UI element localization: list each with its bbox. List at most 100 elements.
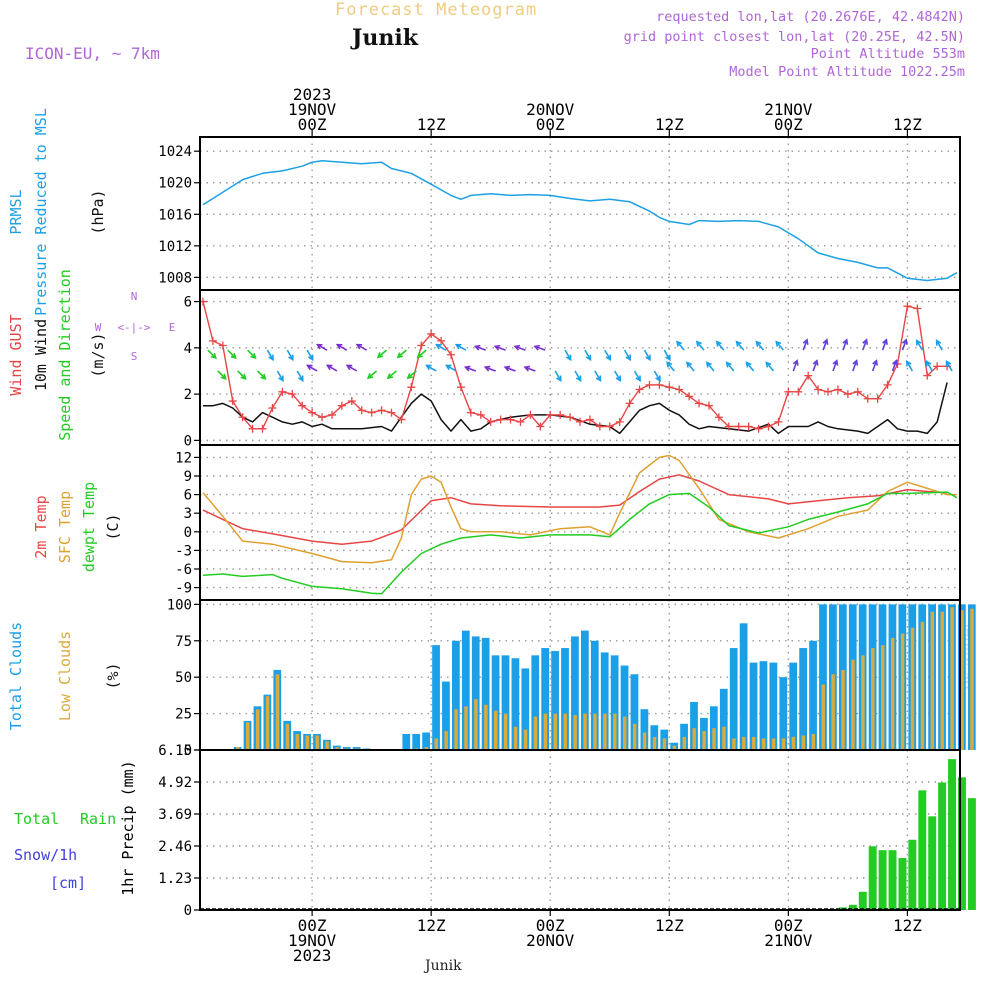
wind-direction-arrow-head <box>725 361 732 368</box>
total-clouds-bar <box>571 636 579 750</box>
temp-dewpt-line <box>202 491 958 595</box>
wind-direction-arrow-head <box>565 354 572 362</box>
wind-gust-marker <box>933 362 942 371</box>
wind-direction-arrow <box>306 349 314 361</box>
wind-direction-arrow-head <box>585 354 592 362</box>
wind-direction-arrow <box>326 364 338 372</box>
total-clouds-bar <box>690 701 698 750</box>
low-clouds-bar <box>801 735 806 750</box>
wind-direction-arrow <box>623 349 631 361</box>
bottom-time-label: 00Z <box>536 916 565 935</box>
low-clouds-bar <box>265 696 270 750</box>
wind-direction-arrow <box>812 360 818 372</box>
model-label: ICON-EU, ~ 7km <box>25 44 160 63</box>
wind-direction-arrow-head <box>735 340 742 347</box>
wind-direction-arrow-head <box>745 361 752 368</box>
low-clouds-bar <box>702 731 706 750</box>
total-clouds-bar <box>799 648 808 750</box>
bottom-time-label: 12Z <box>655 916 684 935</box>
wind-direction-arrow <box>534 345 546 351</box>
wind-gust-marker <box>645 380 654 389</box>
y-tick-label-clouds: 100 <box>167 597 192 613</box>
wind-gust-marker <box>833 385 842 394</box>
wind-direction-arrow-head <box>463 365 471 372</box>
wind-direction-arrow <box>696 341 705 351</box>
bottom-time-label: 2023 <box>293 946 332 965</box>
total-clouds-bar <box>779 677 788 750</box>
low-clouds-bar <box>791 736 796 750</box>
wind-direction-arrow-head <box>685 361 692 368</box>
wind-direction-arrow-head <box>792 359 799 366</box>
low-clouds-bar <box>503 713 508 750</box>
wind-gust-marker <box>853 387 862 396</box>
wind-gust-marker <box>506 415 515 424</box>
wind-gust-marker <box>883 380 892 389</box>
wind-gust-marker <box>714 413 723 422</box>
total-clouds-bar <box>511 658 520 750</box>
wind-direction-arrow-head <box>645 354 651 362</box>
temp-axis-label: (C) <box>104 513 122 540</box>
low-clouds-bar <box>831 674 835 750</box>
footer-station: Junik <box>425 958 462 974</box>
wind-gust-marker <box>456 383 465 392</box>
total-clouds-bar <box>719 688 728 750</box>
wind-direction-arrow <box>574 370 582 381</box>
wind-gust-marker <box>536 422 545 431</box>
wind-direction-arrow-head <box>250 352 257 360</box>
wind-direction-arrow <box>945 361 953 372</box>
low-clouds-bar <box>613 713 617 750</box>
bottom-time-label: 00Z <box>298 916 327 935</box>
wind-direction-arrow <box>346 364 358 372</box>
wind-gust-marker <box>238 413 247 422</box>
wind-direction-arrow-head <box>822 338 829 345</box>
total-clouds-bar <box>809 640 817 750</box>
wind-direction-arrow <box>755 341 765 351</box>
y-tick-label-clouds: 50 <box>175 670 192 686</box>
wind-direction-arrow-head <box>230 352 237 360</box>
low-clouds-bar <box>245 722 250 750</box>
wind-gust-marker <box>824 387 833 396</box>
clouds-axis-label: (%) <box>104 662 122 689</box>
wind-gust-marker <box>556 410 565 419</box>
total-clouds-bar <box>452 640 460 750</box>
wind-gust-marker <box>278 387 287 396</box>
panel-frame-precip <box>199 749 961 911</box>
wind-direction-arrow <box>594 370 602 381</box>
wind-gust-marker <box>804 371 813 380</box>
wind-direction-arrow <box>901 339 907 351</box>
wind-direction-arrow-head <box>435 343 442 350</box>
wind-gust-marker <box>437 336 446 345</box>
precip-axis-label: 1hr Precip (mm) <box>119 760 137 895</box>
total-clouds-bar <box>551 650 559 750</box>
wind-direction-arrow-head <box>556 375 562 382</box>
top-time-label: 21NOV <box>764 100 813 119</box>
top-time-label: 00Z <box>298 115 327 134</box>
low-clouds-bar <box>841 669 845 750</box>
wind-direction-arrow <box>792 360 798 372</box>
wind-gust-marker <box>695 399 704 408</box>
wind-direction-arrow-head <box>503 365 511 372</box>
top-time-label: 19NOV <box>288 100 337 119</box>
wind-direction-arrow-head <box>882 338 888 345</box>
total-clouds-bar <box>620 665 629 750</box>
wind-direction-arrow-head <box>906 359 912 367</box>
total-clouds-bar <box>590 640 599 750</box>
wind-direction-arrow <box>455 343 467 351</box>
wind-direction-arrow <box>436 343 447 351</box>
wind-gust-marker <box>814 385 823 394</box>
wind-direction-arrow <box>663 349 671 361</box>
rain-bar <box>888 850 897 910</box>
low-clouds-bar <box>623 716 627 750</box>
wind-gust-marker <box>873 394 882 403</box>
precip-total-label: Total <box>14 810 59 828</box>
wind-gust-marker <box>595 422 604 431</box>
total-clouds-bar <box>531 655 540 750</box>
low-clouds-bar <box>871 648 875 750</box>
total-clouds-bar <box>432 645 440 750</box>
wind-direction-arrow-head <box>901 338 908 345</box>
wind-direction-arrow <box>307 364 318 372</box>
low-clouds-bar <box>950 607 954 750</box>
wind-direction-arrow <box>387 370 397 379</box>
wind-direction-arrow <box>237 370 247 380</box>
low-clouds-bar <box>275 674 280 750</box>
